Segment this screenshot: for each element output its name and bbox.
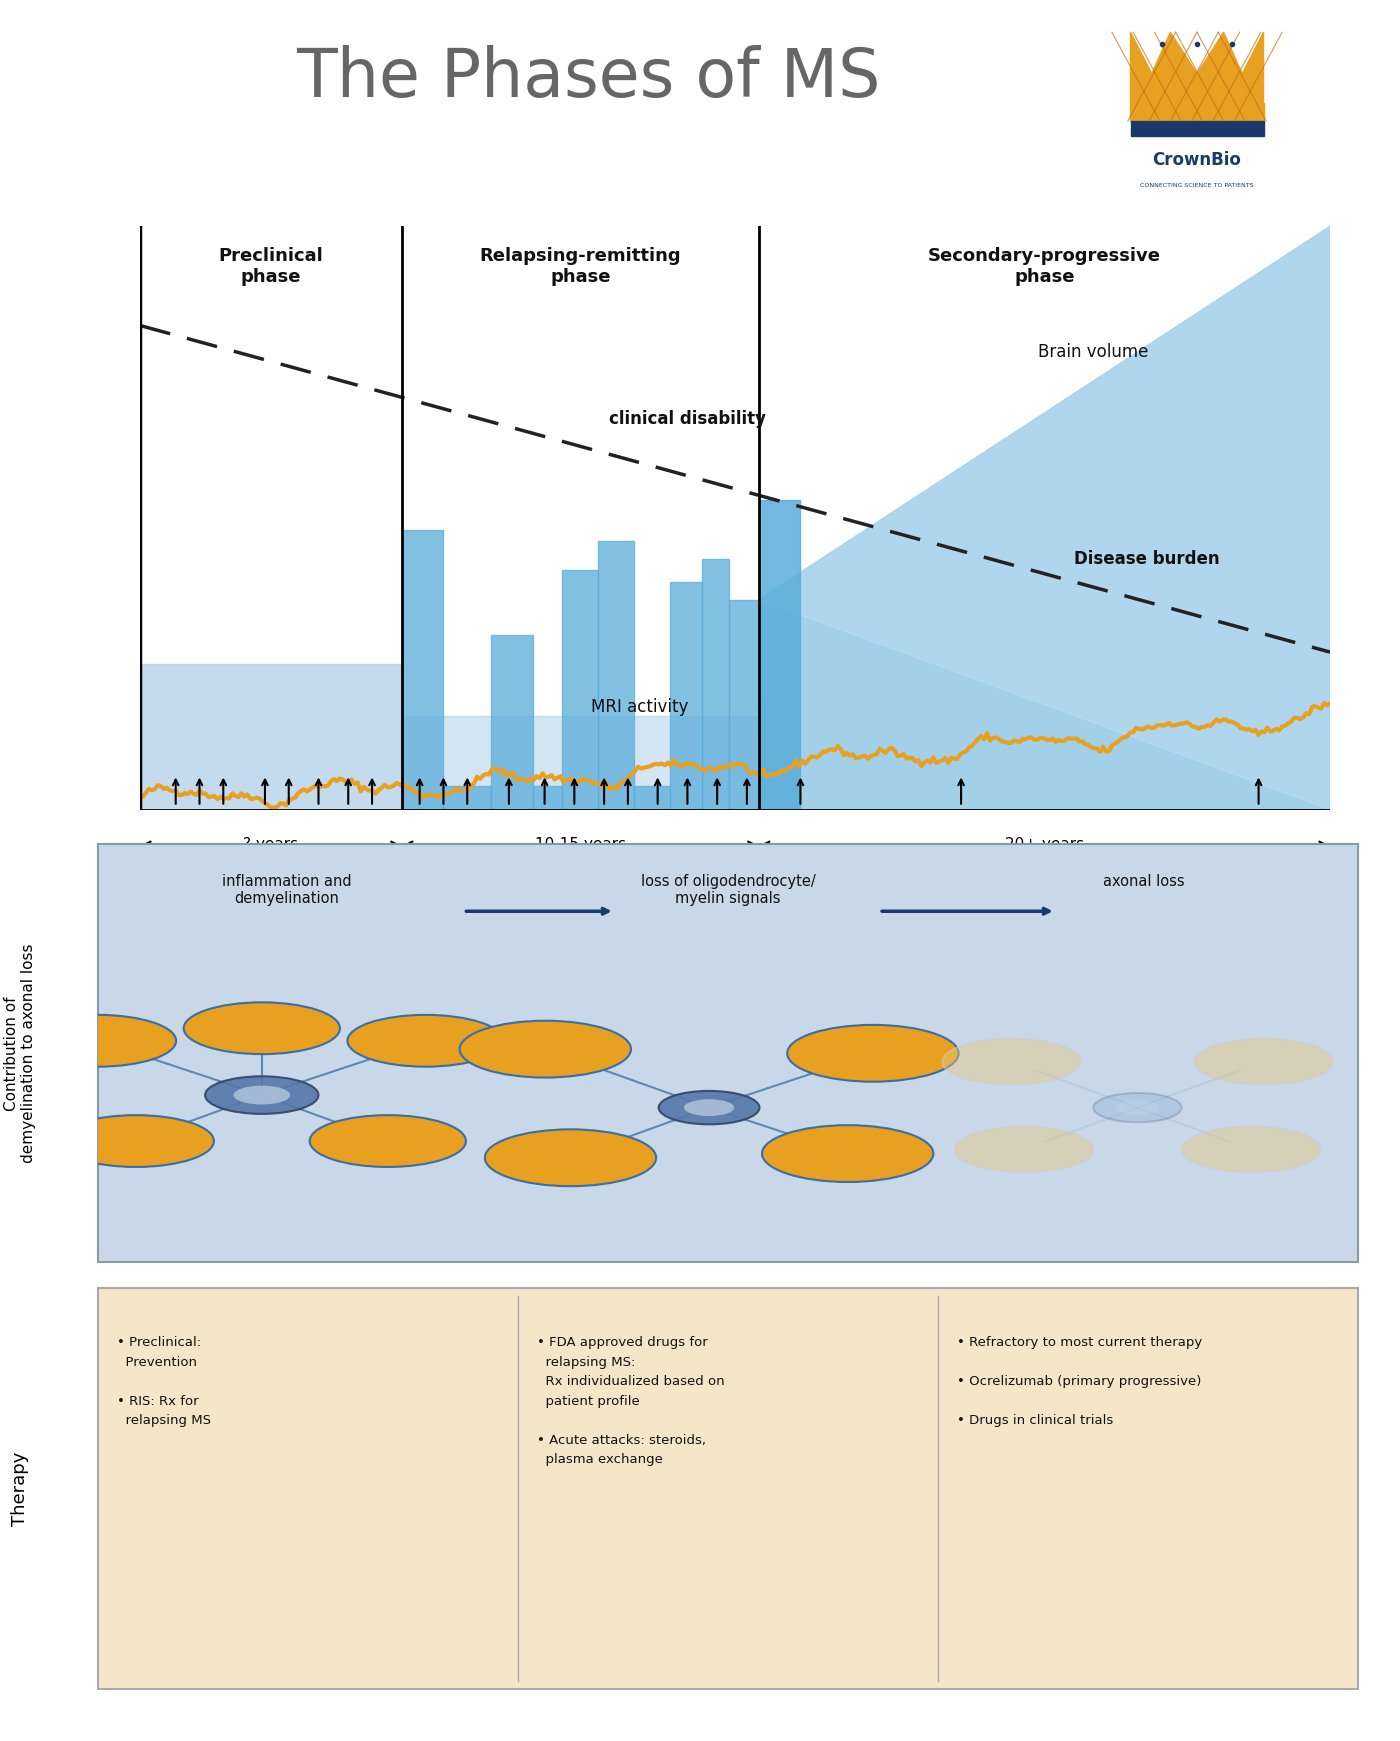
Text: The Phases of MS: The Phases of MS — [295, 45, 881, 111]
Circle shape — [484, 1130, 657, 1186]
Text: Relapsing-remitting
phase: Relapsing-remitting phase — [479, 247, 682, 286]
Circle shape — [347, 1015, 504, 1067]
Text: ? years: ? years — [244, 837, 298, 851]
Text: clinical disability: clinical disability — [609, 409, 766, 428]
Polygon shape — [1131, 103, 1263, 120]
Polygon shape — [491, 634, 532, 810]
Polygon shape — [1131, 120, 1263, 136]
Polygon shape — [532, 787, 563, 810]
Polygon shape — [140, 663, 402, 810]
FancyBboxPatch shape — [98, 1288, 1358, 1689]
Polygon shape — [669, 581, 701, 810]
Text: Secondary-progressive
phase: Secondary-progressive phase — [928, 247, 1161, 286]
Polygon shape — [444, 787, 491, 810]
Polygon shape — [759, 226, 1330, 810]
Circle shape — [20, 1015, 176, 1067]
Polygon shape — [1131, 33, 1263, 120]
Circle shape — [955, 1126, 1093, 1172]
Text: • Refractory to most current therapy

• Ocrelizumab (primary progressive)

• Dru: • Refractory to most current therapy • O… — [958, 1337, 1203, 1428]
Text: inflammation and
demyelination: inflammation and demyelination — [223, 874, 351, 905]
Text: loss of oligodendrocyte/
myelin signals: loss of oligodendrocyte/ myelin signals — [641, 874, 815, 905]
Polygon shape — [563, 571, 598, 810]
Circle shape — [683, 1099, 735, 1116]
Polygon shape — [729, 599, 759, 810]
Polygon shape — [701, 559, 729, 810]
Circle shape — [1116, 1100, 1159, 1114]
Circle shape — [459, 1020, 631, 1078]
Text: CrownBio: CrownBio — [1152, 151, 1242, 169]
Text: MRI activity: MRI activity — [591, 698, 689, 717]
Polygon shape — [634, 787, 669, 810]
Text: Disease burden: Disease burden — [1074, 550, 1219, 568]
Polygon shape — [598, 541, 634, 810]
Text: 20+ years: 20+ years — [1005, 837, 1084, 851]
Polygon shape — [402, 529, 444, 810]
Circle shape — [206, 1076, 319, 1114]
Circle shape — [787, 1025, 959, 1081]
Text: Therapy: Therapy — [11, 1452, 29, 1525]
Circle shape — [57, 1116, 214, 1166]
Circle shape — [659, 1092, 759, 1125]
Circle shape — [762, 1125, 934, 1182]
Circle shape — [1194, 1039, 1333, 1085]
Circle shape — [309, 1116, 466, 1166]
Text: CONNECTING SCIENCE TO PATIENTS: CONNECTING SCIENCE TO PATIENTS — [1140, 183, 1254, 188]
Text: Brain volume: Brain volume — [1039, 343, 1149, 360]
Text: 10-15 years: 10-15 years — [535, 837, 626, 851]
Text: Contribution of
demyelination to axonal loss: Contribution of demyelination to axonal … — [4, 944, 36, 1163]
Polygon shape — [759, 226, 1330, 810]
Text: Preclinical
phase: Preclinical phase — [218, 247, 323, 286]
Polygon shape — [759, 500, 801, 810]
Text: • FDA approved drugs for
  relapsing MS:
  Rx individualized based on
  patient : • FDA approved drugs for relapsing MS: R… — [538, 1337, 725, 1466]
Circle shape — [183, 1003, 340, 1053]
Circle shape — [234, 1086, 290, 1104]
Circle shape — [1093, 1093, 1182, 1123]
Text: • Preclinical:
  Prevention

• RIS: Rx for
  relapsing MS: • Preclinical: Prevention • RIS: Rx for … — [118, 1337, 211, 1428]
Text: axonal loss: axonal loss — [1103, 874, 1184, 888]
FancyBboxPatch shape — [98, 844, 1358, 1262]
Circle shape — [1182, 1126, 1320, 1172]
Circle shape — [942, 1039, 1081, 1085]
Polygon shape — [402, 716, 759, 810]
